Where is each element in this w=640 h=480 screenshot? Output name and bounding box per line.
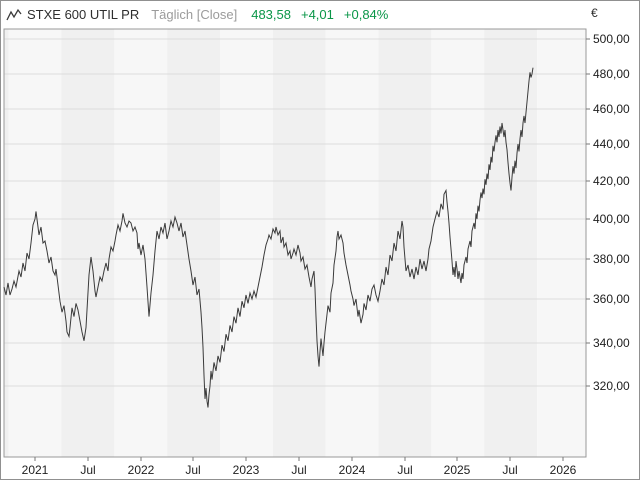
svg-text:2025: 2025 [444,463,471,477]
svg-text:Jul: Jul [291,463,306,477]
svg-text:Jul: Jul [397,463,412,477]
x-axis-labels: 2021 Jul 2022 Jul 2023 Jul 2024 Jul 2025 Jul 2026 [22,463,577,477]
currency-symbol: € [591,6,598,20]
last-price: 483,58 [251,7,291,22]
svg-text:Jul: Jul [502,463,517,477]
svg-text:360,00: 360,00 [593,292,630,306]
svg-text:2024: 2024 [339,463,366,477]
svg-text:2021: 2021 [22,463,49,477]
svg-text:2026: 2026 [550,463,577,477]
svg-text:Jul: Jul [185,463,200,477]
instrument-title: STXE 600 UTIL PR [27,7,140,22]
svg-text:500,00: 500,00 [593,32,630,46]
svg-text:Jul: Jul [80,463,95,477]
y-axis-labels: 500,00 480,00 460,00 440,00 420,00 400,00 380,… [593,32,630,393]
halfyear-bands [4,29,586,457]
change-absolute: +4,01 [300,7,334,22]
y-axis-ticks [586,38,590,387]
line-chart-icon [6,8,23,22]
y-gridlines [4,38,586,387]
plot-border [3,28,587,458]
chart-header: STXE 600 UTIL PR Täglich [Close] 483,58 … [1,1,639,28]
svg-text:2023: 2023 [233,463,260,477]
svg-text:440,00: 440,00 [593,137,630,151]
chart-mode-label: Täglich [Close] [151,7,238,22]
svg-text:480,00: 480,00 [593,67,630,81]
svg-text:340,00: 340,00 [593,336,630,350]
svg-text:420,00: 420,00 [593,174,630,188]
svg-text:460,00: 460,00 [593,102,630,116]
svg-text:380,00: 380,00 [593,252,630,266]
svg-text:2022: 2022 [128,463,155,477]
change-percent: +0,84% [343,7,389,22]
svg-text:320,00: 320,00 [593,379,630,393]
x-axis-ticks [34,457,564,461]
svg-text:400,00: 400,00 [593,212,630,226]
price-line [3,67,534,408]
